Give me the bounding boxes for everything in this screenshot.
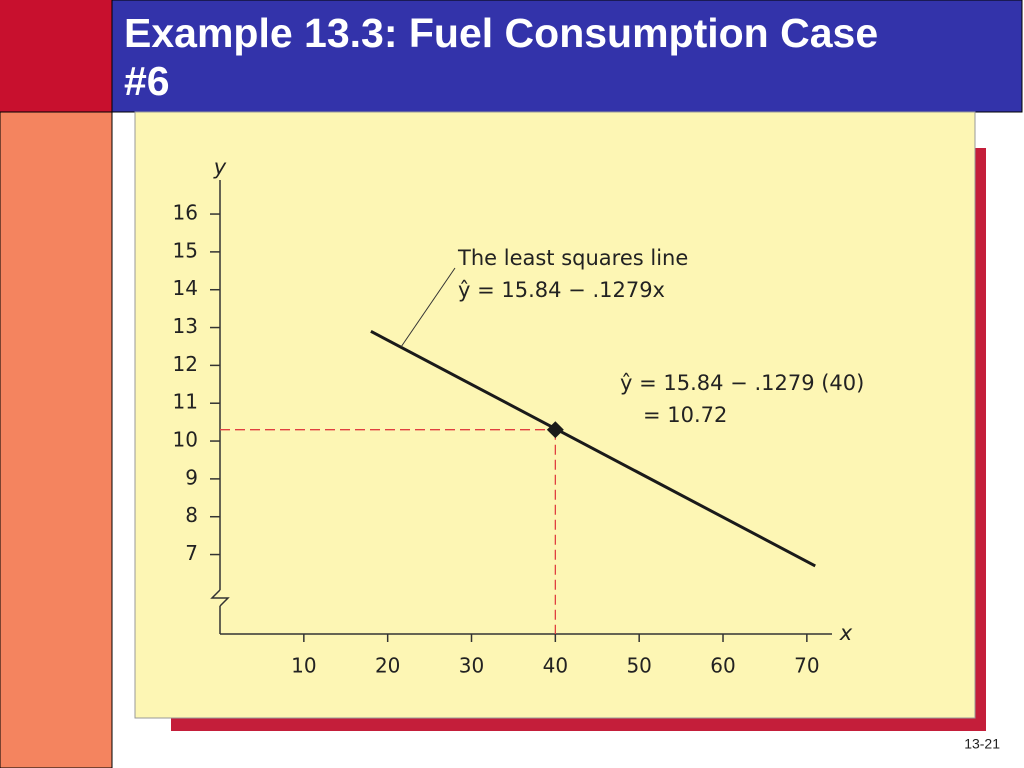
- title-bar: [111, 0, 1023, 113]
- side-strip: [0, 111, 113, 768]
- y-tick-label: 8: [185, 503, 198, 527]
- title: #6: [124, 58, 170, 104]
- x-axis-label: x: [839, 621, 853, 645]
- legend-label: The least squares line: [457, 246, 688, 270]
- x-tick-label: 30: [459, 654, 484, 678]
- y-tick-label: 15: [173, 238, 198, 262]
- y-tick-label: 13: [173, 314, 198, 338]
- y-tick-label: 7: [185, 541, 198, 565]
- y-axis-label: y: [213, 155, 227, 179]
- callout: [400, 267, 456, 348]
- corner-block: [0, 0, 112, 112]
- x-tick-label: 10: [291, 654, 316, 678]
- axis-break: [210, 589, 230, 607]
- y-tick-label: 11: [173, 390, 198, 414]
- prediction-text: ŷ = 15.84 − .1279 (40): [620, 371, 864, 395]
- x-tick-label: 50: [626, 654, 651, 678]
- x-tick-label: 40: [543, 654, 568, 678]
- equation: ŷ = 15.84 − .1279x: [458, 278, 665, 302]
- regression-line: [370, 330, 816, 568]
- plot: y x 7 8 9 10 11 12 13 14 15 16 10 20 30 40 50 60 70 The lea…: [173, 155, 865, 678]
- page-number: 13-21: [964, 736, 1000, 752]
- prediction-text: = 10.72: [643, 403, 727, 427]
- y-tick-label: 14: [173, 276, 198, 300]
- title: Example 13.3: Fuel Consumption Case: [124, 10, 878, 56]
- x-tick-label: 70: [794, 654, 819, 678]
- y-tick-label: 16: [173, 201, 198, 225]
- prediction-point: [546, 421, 564, 439]
- y-tick-label: 9: [185, 465, 198, 489]
- x-tick-label: 60: [710, 654, 735, 678]
- y-tick-label: 10: [173, 428, 198, 452]
- x-tick-label: 20: [375, 654, 400, 678]
- y-tick-label: 12: [173, 352, 198, 376]
